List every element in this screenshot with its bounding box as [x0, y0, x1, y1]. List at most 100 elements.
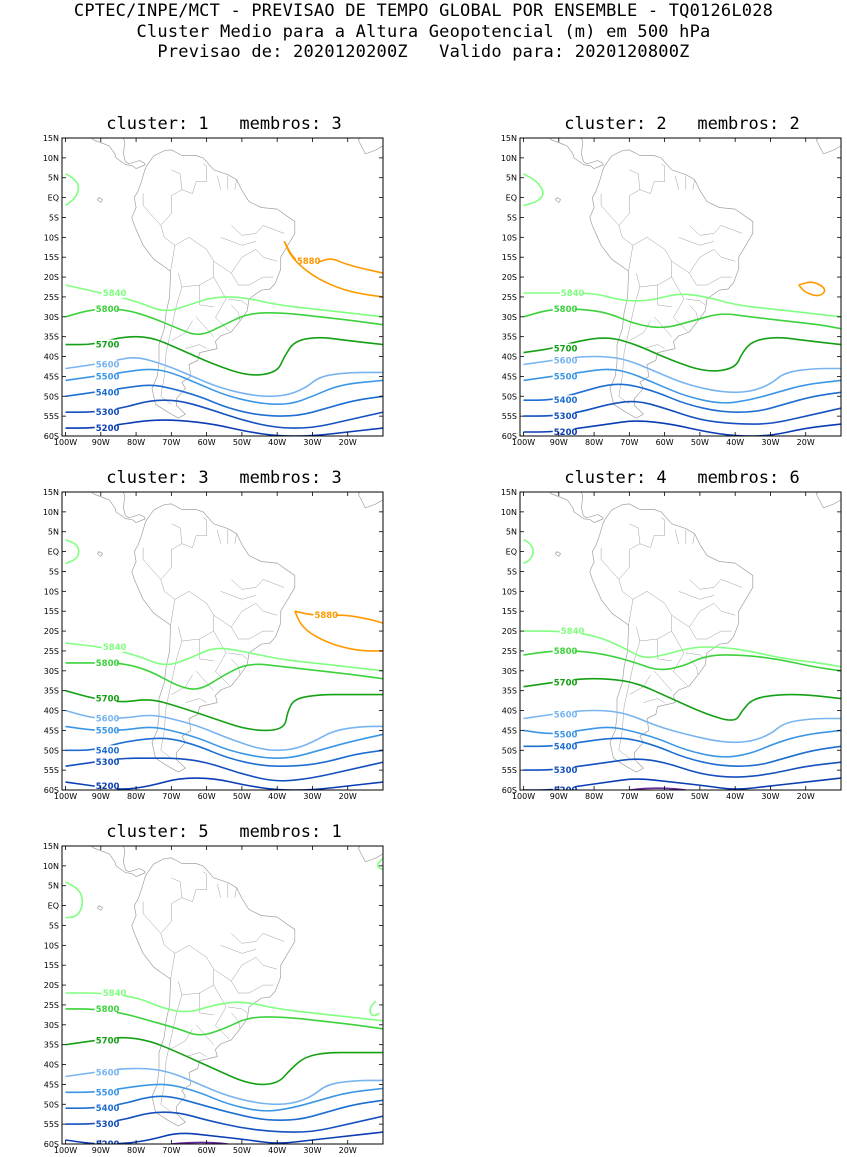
- lon-tick-label: 80W: [127, 1146, 145, 1155]
- lat-tick-label: 55S: [502, 412, 517, 421]
- country-border: [234, 179, 237, 190]
- country-border: [674, 529, 679, 544]
- africa-coastline: [357, 138, 383, 155]
- country-border: [216, 175, 221, 190]
- contour-label-5400: 5400: [96, 746, 120, 756]
- galapagos-islands: [555, 197, 561, 203]
- contour-label-5200: 5200: [96, 782, 120, 792]
- lat-tick-label: 5S: [49, 213, 59, 222]
- country-border: [639, 535, 665, 548]
- lon-tick-label: 70W: [162, 792, 180, 801]
- lat-tick-label: 30S: [502, 313, 517, 322]
- contour-label-bg: [559, 626, 582, 637]
- country-border: [185, 698, 207, 703]
- lat-tick-label: 10S: [44, 941, 59, 950]
- contour-label-bg: [101, 641, 124, 652]
- contour-label-bg: [94, 1087, 117, 1098]
- country-border: [160, 286, 183, 405]
- lon-tick-label: 50W: [691, 438, 709, 447]
- country-border: [220, 945, 257, 954]
- lat-tick-label: 10N: [43, 154, 59, 163]
- header-line-3: Previsao de: 2020120200Z Valido para: 20…: [157, 42, 690, 62]
- lat-tick-label: EQ: [48, 548, 59, 557]
- lon-tick-label: 80W: [127, 438, 145, 447]
- country-border: [227, 1006, 248, 1014]
- country-border: [231, 1012, 241, 1029]
- lon-tick-label: 100W: [54, 1146, 77, 1155]
- country-border: [160, 994, 183, 1113]
- contour-label-5880: 5880: [314, 611, 338, 621]
- contour-label-5800: 5800: [96, 659, 120, 669]
- lon-tick-label: 90W: [92, 792, 110, 801]
- contour-label-5840: 5840: [103, 989, 127, 999]
- lon-tick-label: 70W: [162, 438, 180, 447]
- lat-tick-label: 5N: [48, 882, 59, 891]
- contour-5840: [523, 173, 544, 207]
- lat-tick-label: EQ: [506, 194, 517, 203]
- contour-label-bg: [295, 256, 318, 267]
- country-border: [213, 614, 274, 640]
- lon-tick-label: 80W: [127, 792, 145, 801]
- galapagos-islands: [555, 551, 561, 557]
- country-border: [657, 285, 672, 308]
- lat-tick-label: 20S: [502, 627, 517, 636]
- contour-label-bg: [552, 645, 575, 656]
- contour-label-bg: [94, 371, 117, 382]
- contour-label-bg: [552, 355, 575, 366]
- lon-tick-label: 80W: [585, 438, 603, 447]
- lat-tick-label: 60S: [44, 1140, 59, 1149]
- contour-5840: [65, 538, 80, 565]
- lat-tick-label: 55S: [44, 412, 59, 421]
- lat-tick-label: 40S: [44, 1061, 59, 1070]
- country-border: [643, 698, 665, 703]
- contour-label-bg: [94, 1067, 117, 1078]
- contour-label-5500: 5500: [96, 372, 120, 382]
- contour-label-5800: 5800: [554, 647, 578, 657]
- lon-tick-label: 20W: [339, 792, 357, 801]
- contour-label-bg: [94, 423, 117, 434]
- contour-label-5840: 5840: [561, 627, 585, 637]
- africa-coastline: [357, 846, 383, 863]
- contour-label-5600: 5600: [96, 360, 120, 370]
- country-border: [689, 579, 743, 590]
- contour-label-bg: [94, 339, 117, 350]
- country-border: [600, 193, 619, 226]
- africa-coastline: [815, 138, 841, 155]
- contour-label-5400: 5400: [96, 388, 120, 398]
- central-america-coastline: [548, 138, 604, 169]
- contour-label-5600: 5600: [554, 711, 578, 721]
- country-border: [657, 639, 672, 662]
- country-border: [202, 517, 207, 536]
- lat-tick-label: 35S: [44, 333, 59, 342]
- panel-title-cluster-1: cluster: 1 membros: 3: [106, 114, 342, 134]
- lat-tick-label: 10N: [501, 508, 517, 517]
- lat-tick-label: 15S: [44, 253, 59, 262]
- lon-tick-label: 50W: [233, 792, 251, 801]
- lat-tick-label: 25S: [502, 293, 517, 302]
- country-border: [639, 181, 665, 194]
- panel-title-cluster-2: cluster: 2 membros: 2: [564, 114, 800, 134]
- lon-tick-label: 60W: [198, 792, 216, 801]
- south-america-coastline: [131, 503, 296, 773]
- lat-tick-label: 55S: [44, 1120, 59, 1129]
- lat-tick-label: 45S: [44, 726, 59, 735]
- lat-tick-label: EQ: [506, 548, 517, 557]
- lat-tick-label: 15S: [502, 253, 517, 262]
- lat-tick-label: 5S: [49, 921, 59, 930]
- country-border: [199, 285, 214, 308]
- country-border: [199, 993, 214, 1016]
- contour-5880: [294, 610, 383, 624]
- contour-label-bg: [552, 395, 575, 406]
- contour-label-5300: 5300: [96, 1120, 120, 1130]
- country-border: [160, 640, 183, 759]
- panel-title-cluster-3: cluster: 3 membros: 3: [106, 468, 342, 488]
- contour-label-5700: 5700: [554, 345, 578, 355]
- country-border: [142, 901, 161, 934]
- lat-tick-label: 55S: [44, 766, 59, 775]
- lat-tick-label: 45S: [44, 1080, 59, 1089]
- lon-tick-label: 40W: [726, 792, 744, 801]
- lat-tick-label: 25S: [44, 647, 59, 656]
- country-border: [171, 1028, 193, 1049]
- contour-label-bg: [94, 387, 117, 398]
- country-border: [692, 179, 695, 190]
